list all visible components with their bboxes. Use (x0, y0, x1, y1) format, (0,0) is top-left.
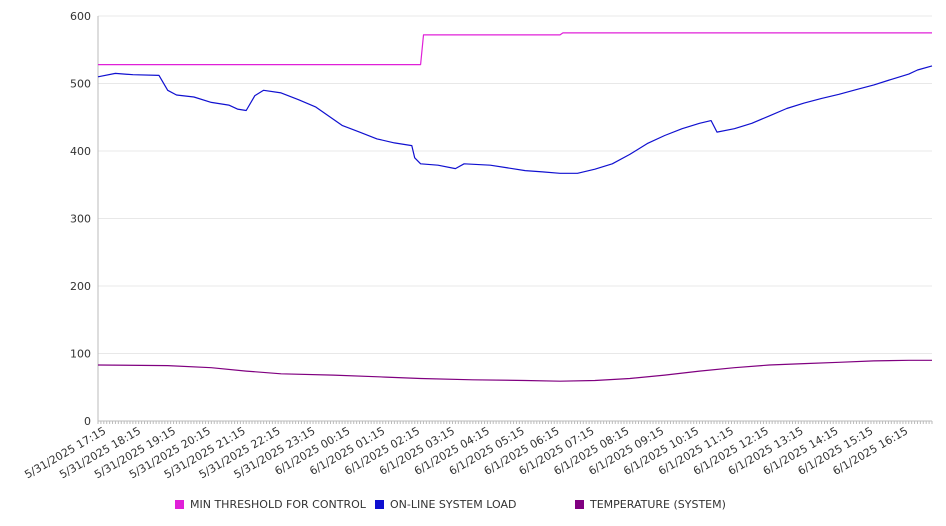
legend-item-min-threshold[interactable]: MIN THRESHOLD FOR CONTROL (175, 498, 366, 511)
y-tick-label: 600 (70, 10, 91, 23)
y-tick-label: 200 (70, 280, 91, 293)
x-axis: 5/31/2025 17:155/31/2025 18:155/31/2025 … (22, 420, 933, 481)
series-lines (97, 32, 933, 382)
legend: MIN THRESHOLD FOR CONTROL ON-LINE SYSTEM… (0, 498, 946, 518)
y-tick-label: 0 (84, 415, 91, 428)
y-tick-label: 100 (70, 348, 91, 361)
legend-swatch (375, 500, 384, 509)
legend-label: TEMPERATURE (SYSTEM) (590, 498, 726, 511)
y-axis: 0 100 200 300 400 500 600 (70, 10, 99, 428)
series-line (97, 65, 933, 174)
legend-item-temperature[interactable]: TEMPERATURE (SYSTEM) (575, 498, 726, 511)
legend-swatch (575, 500, 584, 509)
legend-label: ON-LINE SYSTEM LOAD (390, 498, 517, 511)
grid-lines (98, 15, 932, 354)
series-line (97, 359, 932, 382)
legend-item-system-load[interactable]: ON-LINE SYSTEM LOAD (375, 498, 516, 511)
series-line (98, 32, 932, 66)
line-chart: 0 100 200 300 400 500 600 5/31/2025 17:155/31/… (22, 10, 933, 481)
y-tick-label: 400 (70, 145, 91, 158)
legend-label: MIN THRESHOLD FOR CONTROL (190, 498, 366, 511)
y-tick-label: 300 (70, 213, 91, 226)
legend-swatch (175, 500, 184, 509)
y-tick-label: 500 (70, 78, 91, 91)
